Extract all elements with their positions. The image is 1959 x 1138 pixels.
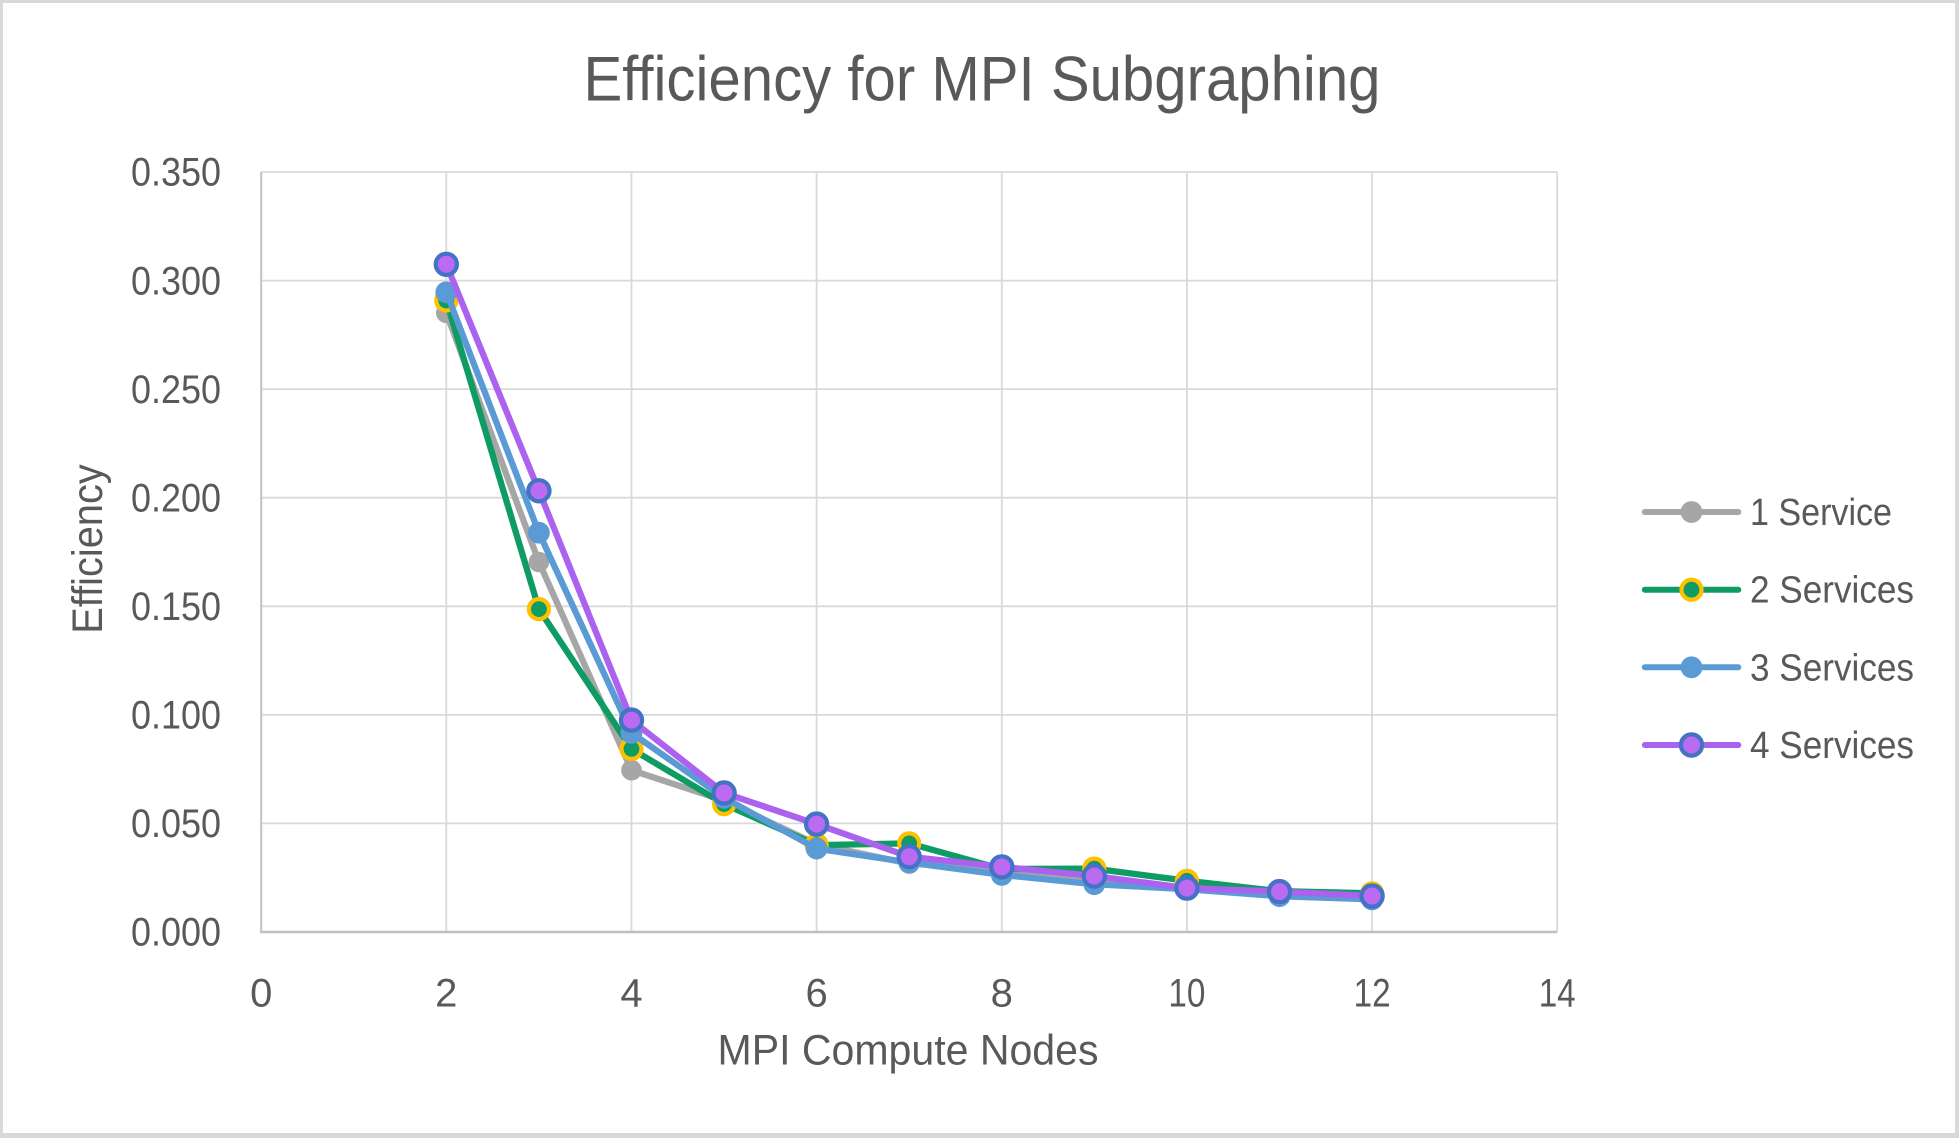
svg-text:8: 8: [991, 972, 1013, 1016]
svg-text:0: 0: [250, 972, 272, 1016]
svg-text:0.250: 0.250: [131, 368, 221, 412]
svg-text:3 Services: 3 Services: [1750, 647, 1914, 689]
svg-text:2 Services: 2 Services: [1750, 570, 1914, 612]
svg-text:0.100: 0.100: [131, 694, 221, 738]
svg-text:14: 14: [1539, 972, 1576, 1016]
svg-text:0.200: 0.200: [131, 476, 221, 520]
svg-text:4 Services: 4 Services: [1750, 725, 1914, 767]
svg-text:10: 10: [1168, 972, 1205, 1016]
svg-text:0.350: 0.350: [131, 151, 221, 195]
svg-text:12: 12: [1354, 972, 1391, 1016]
svg-text:0.300: 0.300: [131, 259, 221, 303]
svg-text:MPI Compute Nodes: MPI Compute Nodes: [718, 1026, 1099, 1074]
svg-text:1 Service: 1 Service: [1750, 492, 1892, 534]
svg-text:0.150: 0.150: [131, 585, 221, 629]
svg-text:Efficiency: Efficiency: [64, 464, 112, 634]
svg-text:2: 2: [435, 972, 457, 1016]
svg-text:4: 4: [620, 972, 642, 1016]
svg-text:6: 6: [805, 972, 827, 1016]
svg-text:0.050: 0.050: [131, 802, 221, 846]
svg-text:0.000: 0.000: [131, 911, 221, 955]
svg-text:Efficiency for MPI Subgraphing: Efficiency for MPI Subgraphing: [584, 45, 1381, 115]
